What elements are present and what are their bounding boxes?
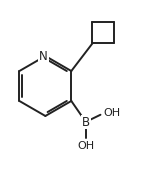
Text: B: B [82, 116, 90, 128]
Text: N: N [39, 50, 48, 63]
Text: OH: OH [77, 141, 94, 151]
Text: OH: OH [104, 108, 121, 118]
